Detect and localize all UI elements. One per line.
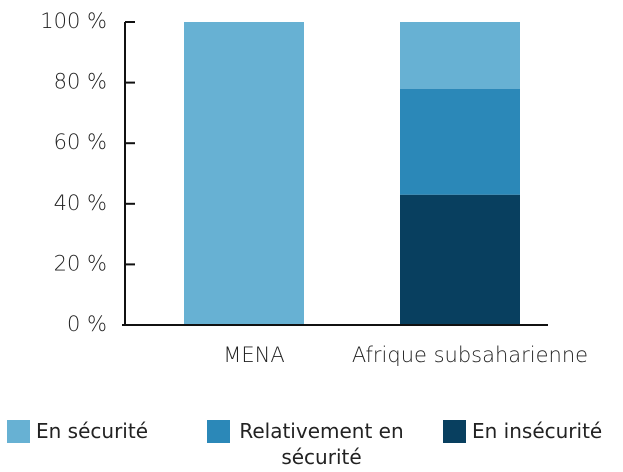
legend-label: En sécurité	[36, 419, 148, 443]
legend-swatch	[7, 420, 30, 443]
legend-swatch	[207, 420, 230, 443]
bar-segment	[400, 22, 520, 89]
bar-segment	[184, 22, 304, 325]
y-tick-label: 100 %	[40, 9, 107, 33]
legend-label: Relativement en sécurité	[239, 419, 404, 469]
y-tick-label: 80 %	[54, 70, 107, 94]
bar-segment	[400, 194, 520, 325]
y-tick-label: 20 %	[54, 251, 107, 275]
bar-segment	[400, 88, 520, 195]
legend-item: Relativement en sécurité	[207, 418, 407, 470]
y-tick-label: 0 %	[67, 312, 107, 336]
legend-label: En insécurité	[472, 419, 603, 443]
legend-item: En insécurité	[443, 418, 623, 444]
legend-item: En sécurité	[7, 418, 187, 444]
y-tick-label: 40 %	[54, 191, 107, 215]
legend-swatch	[443, 420, 466, 443]
x-tick-label: Afrique subsaharienne	[352, 343, 588, 367]
y-tick-label: 60 %	[54, 130, 107, 154]
x-tick-label: MENA	[223, 343, 284, 367]
chart: 0 % 20 % 40 % 60 % 80 % 100 % MENA Afrique subs…	[40, 9, 588, 367]
legend: En sécurité Relativement en sécurité En in…	[0, 418, 623, 472]
